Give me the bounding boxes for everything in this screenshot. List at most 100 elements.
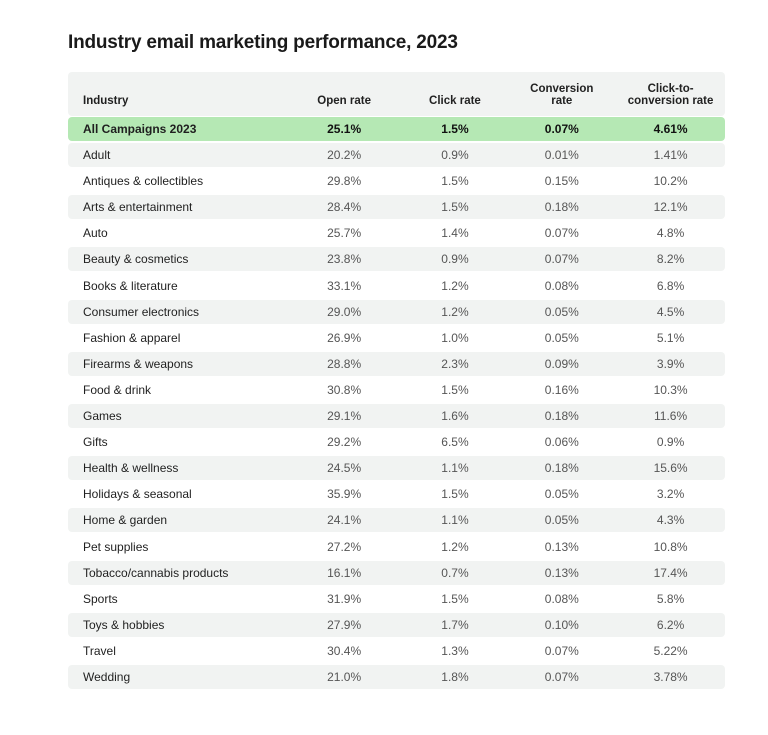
cell-click-to-conversion-rate: 5.1%: [656, 330, 685, 345]
cell-click-rate: 0.7%: [441, 565, 469, 580]
table-row: Beauty & cosmetics 23.8% 0.9% 0.07% 8.2%: [68, 247, 725, 272]
cell-click-rate: 0.9%: [441, 252, 469, 267]
cell-click-to-conversion-rate: 5.22%: [653, 643, 688, 658]
cell-conversion-rate: 0.05%: [544, 513, 579, 528]
cell-click-rate: 1.7%: [441, 617, 469, 632]
cell-open-rate: 21.0%: [327, 669, 362, 684]
cell-industry: Adult: [83, 148, 111, 163]
cell-click-to-conversion-rate: 11.6%: [654, 409, 688, 424]
cell-click-to-conversion-rate: 17.4%: [653, 565, 688, 580]
cell-click-rate: 1.6%: [441, 409, 469, 424]
table-row: Health & wellness 24.5% 1.1% 0.18% 15.6%: [68, 456, 725, 481]
cell-industry: Travel: [83, 643, 116, 658]
cell-industry: Health & wellness: [83, 461, 179, 476]
header-line: rate: [551, 95, 573, 107]
cell-click-to-conversion-rate: 0.9%: [656, 435, 685, 450]
cell-click-to-conversion-rate: 5.8%: [656, 591, 685, 606]
table-header: Industry Open rate Click rate Conversion…: [68, 72, 725, 116]
table-row: Games 29.1% 1.6% 0.18% 11.6%: [68, 404, 725, 429]
cell-click-rate: 1.5%: [441, 200, 469, 215]
table-row: Sports 31.9% 1.5% 0.08% 5.8%: [68, 587, 725, 611]
cell-conversion-rate: 0.18%: [544, 461, 579, 476]
header-line: Click-to-: [647, 83, 694, 95]
cell-open-rate: 28.4%: [327, 200, 362, 215]
cell-click-to-conversion-rate: 6.8%: [656, 278, 685, 293]
cell-industry: Toys & hobbies: [83, 617, 165, 632]
table-row: Firearms & weapons 28.8% 2.3% 0.09% 3.9%: [68, 351, 725, 376]
cell-conversion-rate: 0.07%: [544, 643, 579, 658]
cell-industry: All Campaigns 2023: [83, 122, 197, 136]
cell-click-to-conversion-rate: 10.3%: [653, 382, 688, 397]
table-row: Toys & hobbies 27.9% 1.7% 0.10% 6.2%: [68, 612, 725, 637]
table-row: Travel 30.4% 1.3% 0.07% 5.22%: [68, 639, 725, 663]
cell-open-rate: 29.0%: [327, 304, 362, 319]
cell-open-rate: 29.8%: [327, 174, 362, 189]
cell-click-to-conversion-rate: 4.61%: [653, 122, 688, 136]
table-row: Food & drink 30.8% 1.5% 0.16% 10.3%: [68, 378, 725, 402]
cell-conversion-rate: 0.06%: [544, 435, 579, 450]
cell-click-to-conversion-rate: 1.41%: [653, 148, 688, 163]
cell-open-rate: 26.9%: [327, 330, 362, 345]
cell-click-to-conversion-rate: 3.78%: [653, 669, 688, 684]
cell-open-rate: 24.5%: [327, 461, 362, 476]
table-row: Holidays & seasonal 35.9% 1.5% 0.05% 3.2%: [68, 482, 725, 506]
cell-conversion-rate: 0.07%: [544, 669, 579, 684]
cell-click-to-conversion-rate: 10.8%: [653, 539, 688, 554]
table-row: Gifts 29.2% 6.5% 0.06% 0.9%: [68, 430, 725, 454]
cell-conversion-rate: 0.08%: [544, 278, 579, 293]
cell-click-to-conversion-rate: 6.2%: [656, 617, 685, 632]
cell-conversion-rate: 0.05%: [544, 487, 579, 502]
cell-click-rate: 1.5%: [441, 591, 469, 606]
cell-conversion-rate: 0.09%: [544, 356, 579, 371]
table-row: Books & literature 33.1% 1.2% 0.08% 6.8%: [68, 274, 725, 298]
cell-conversion-rate: 0.01%: [544, 148, 579, 163]
table-row: Adult 20.2% 0.9% 0.01% 1.41%: [68, 143, 725, 168]
cell-industry: Sports: [83, 591, 118, 606]
cell-click-to-conversion-rate: 15.6%: [653, 461, 688, 476]
cell-open-rate: 20.2%: [327, 148, 362, 163]
table-row: Auto 25.7% 1.4% 0.07% 4.8%: [68, 221, 725, 245]
cell-open-rate: 16.1%: [327, 565, 362, 580]
cell-open-rate: 25.7%: [327, 226, 362, 241]
cell-click-rate: 1.1%: [441, 461, 469, 476]
cell-conversion-rate: 0.07%: [544, 226, 579, 241]
cell-industry: Wedding: [83, 669, 131, 684]
cell-click-rate: 1.2%: [441, 539, 469, 554]
cell-conversion-rate: 0.18%: [544, 409, 579, 424]
cell-open-rate: 28.8%: [327, 356, 362, 371]
cell-industry: Tobacco/cannabis products: [83, 565, 229, 580]
cell-click-rate: 2.3%: [441, 356, 469, 371]
table-row: Antiques & collectibles 29.8% 1.5% 0.15% 10.…: [68, 169, 725, 193]
cell-click-to-conversion-rate: 3.2%: [656, 487, 685, 502]
table-row: Home & garden 24.1% 1.1% 0.05% 4.3%: [68, 508, 725, 533]
cell-click-to-conversion-rate: 10.2%: [653, 174, 688, 189]
cell-conversion-rate: 0.13%: [544, 565, 579, 580]
cell-industry: Home & garden: [83, 513, 168, 528]
cell-conversion-rate: 0.10%: [544, 617, 579, 632]
cell-click-to-conversion-rate: 4.3%: [656, 513, 685, 528]
cell-industry: Beauty & cosmetics: [83, 252, 189, 267]
cell-conversion-rate: 0.07%: [544, 122, 579, 136]
header-line: conversion rate: [627, 95, 714, 107]
cell-open-rate: 27.9%: [327, 617, 362, 632]
cell-industry: Pet supplies: [83, 539, 149, 554]
industry-table: Industry Open rate Click rate Conversion…: [68, 72, 725, 691]
cell-click-rate: 1.3%: [441, 643, 469, 658]
table-row: Pet supplies 27.2% 1.2% 0.13% 10.8%: [68, 535, 725, 559]
table-row: Wedding 21.0% 1.8% 0.07% 3.78%: [68, 664, 725, 689]
cell-conversion-rate: 0.05%: [544, 330, 579, 345]
cell-industry: Arts & entertainment: [83, 200, 193, 215]
table-row: Fashion & apparel 26.9% 1.0% 0.05% 5.1%: [68, 326, 725, 350]
cell-open-rate: 29.1%: [327, 409, 362, 424]
cell-open-rate: 23.8%: [327, 252, 362, 267]
cell-industry: Fashion & apparel: [83, 330, 181, 345]
cell-industry: Auto: [83, 226, 108, 241]
cell-open-rate: 25.1%: [327, 122, 362, 136]
cell-click-rate: 1.2%: [441, 278, 469, 293]
cell-conversion-rate: 0.13%: [544, 539, 579, 554]
cell-click-rate: 1.5%: [441, 487, 469, 502]
header-line: Conversion: [530, 83, 594, 95]
cell-industry: Consumer electronics: [83, 304, 200, 319]
cell-conversion-rate: 0.16%: [544, 382, 579, 397]
header-industry: Industry: [83, 95, 129, 107]
